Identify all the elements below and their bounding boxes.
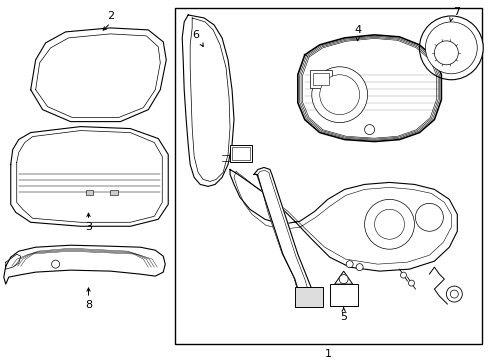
Polygon shape: [182, 15, 234, 186]
Text: 6: 6: [192, 30, 199, 40]
Text: 4: 4: [353, 25, 361, 35]
Text: 1: 1: [325, 349, 331, 359]
Bar: [312, 73, 328, 85]
Bar: [309, 70, 331, 88]
Circle shape: [319, 75, 359, 114]
Circle shape: [364, 199, 414, 249]
Polygon shape: [334, 271, 352, 284]
Text: 2: 2: [107, 11, 114, 21]
Bar: [229, 144, 251, 162]
Circle shape: [400, 272, 406, 278]
Bar: [110, 190, 118, 195]
Text: 5: 5: [340, 312, 346, 322]
Text: 7: 7: [452, 7, 459, 17]
Circle shape: [446, 286, 461, 302]
Polygon shape: [229, 170, 456, 271]
Circle shape: [346, 261, 352, 267]
Bar: [175, 8, 481, 344]
Circle shape: [355, 264, 363, 271]
Text: 8: 8: [85, 300, 92, 310]
Text: 3: 3: [85, 222, 92, 232]
Circle shape: [433, 41, 457, 65]
Circle shape: [339, 275, 347, 284]
Bar: [329, 284, 357, 306]
Circle shape: [364, 125, 374, 135]
Polygon shape: [31, 28, 166, 122]
Circle shape: [425, 22, 476, 74]
Circle shape: [374, 209, 404, 239]
Circle shape: [407, 280, 414, 286]
Circle shape: [415, 203, 443, 231]
Circle shape: [449, 290, 457, 298]
Circle shape: [52, 260, 60, 268]
Polygon shape: [4, 245, 165, 284]
Polygon shape: [297, 35, 441, 141]
Bar: [294, 287, 322, 307]
Bar: [85, 190, 93, 195]
Bar: [232, 147, 249, 161]
Circle shape: [311, 67, 367, 123]
Polygon shape: [11, 127, 168, 226]
Polygon shape: [253, 167, 311, 294]
Circle shape: [419, 16, 482, 80]
